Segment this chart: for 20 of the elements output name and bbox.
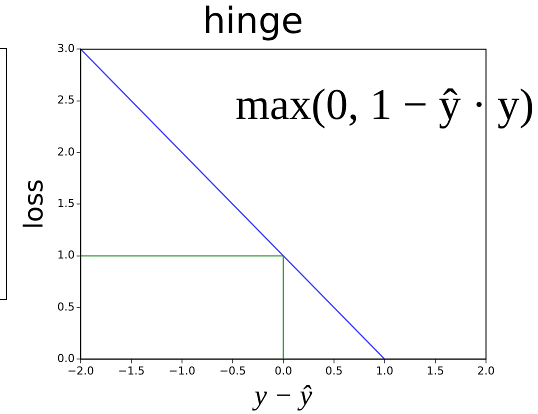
- x-tick-label: 1.0: [376, 364, 394, 378]
- y-tick-label: 1.0: [57, 248, 75, 262]
- y-tick-label: 1.5: [57, 197, 75, 210]
- x-tick-label: 1.5: [426, 364, 444, 378]
- x-tick-label: −1.5: [118, 364, 145, 378]
- x-tick-label: 0.0: [274, 364, 292, 378]
- chart-title: hinge: [202, 0, 304, 42]
- x-axis-title: y − ŷ: [251, 380, 313, 412]
- x-tick-label: 2.0: [477, 364, 495, 378]
- y-axis-title: loss: [19, 179, 50, 230]
- y-tick-label: 0.0: [57, 352, 75, 366]
- y-tick-label: 2.0: [57, 145, 75, 158]
- x-tick-label: −2.0: [67, 364, 94, 378]
- x-tick-label: −0.5: [219, 364, 246, 378]
- x-tick-label: 0.5: [325, 364, 343, 378]
- x-tick-label: −1.0: [168, 364, 196, 378]
- y-tick-label: 3.0: [57, 42, 75, 56]
- annotation: max(0, 1 − ŷ · y): [235, 80, 534, 129]
- y-tick-label: 0.5: [57, 300, 75, 314]
- y-tick-label: 2.5: [57, 94, 75, 107]
